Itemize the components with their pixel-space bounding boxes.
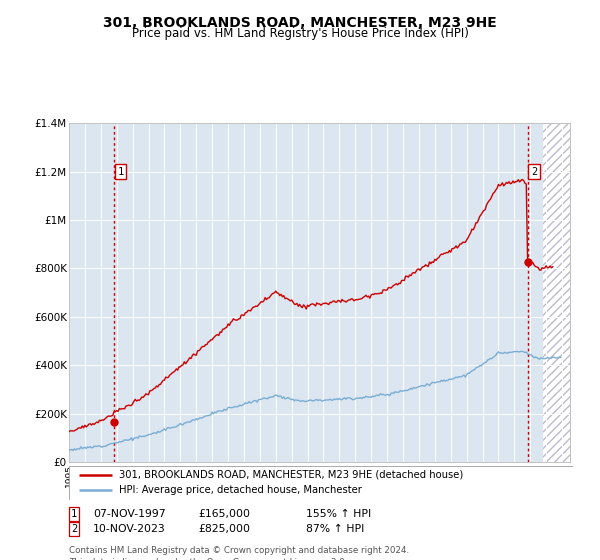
Text: 301, BROOKLANDS ROAD, MANCHESTER, M23 9HE: 301, BROOKLANDS ROAD, MANCHESTER, M23 9H… — [103, 16, 497, 30]
Text: HPI: Average price, detached house, Manchester: HPI: Average price, detached house, Manc… — [119, 486, 362, 496]
Text: 301, BROOKLANDS ROAD, MANCHESTER, M23 9HE (detached house): 301, BROOKLANDS ROAD, MANCHESTER, M23 9H… — [119, 470, 464, 480]
Text: 1: 1 — [71, 509, 77, 519]
Text: 10-NOV-2023: 10-NOV-2023 — [93, 524, 166, 534]
Text: 2: 2 — [531, 167, 537, 176]
Text: 1: 1 — [117, 167, 124, 176]
Bar — [544, 123, 570, 462]
Text: Price paid vs. HM Land Registry's House Price Index (HPI): Price paid vs. HM Land Registry's House … — [131, 27, 469, 40]
Text: £165,000: £165,000 — [198, 509, 250, 519]
Text: 2: 2 — [71, 524, 77, 534]
Text: 07-NOV-1997: 07-NOV-1997 — [93, 509, 166, 519]
FancyBboxPatch shape — [69, 466, 573, 500]
Text: 87% ↑ HPI: 87% ↑ HPI — [306, 524, 364, 534]
Text: 155% ↑ HPI: 155% ↑ HPI — [306, 509, 371, 519]
Bar — [544, 123, 570, 462]
Text: £825,000: £825,000 — [198, 524, 250, 534]
Text: Contains HM Land Registry data © Crown copyright and database right 2024.
This d: Contains HM Land Registry data © Crown c… — [69, 546, 409, 560]
